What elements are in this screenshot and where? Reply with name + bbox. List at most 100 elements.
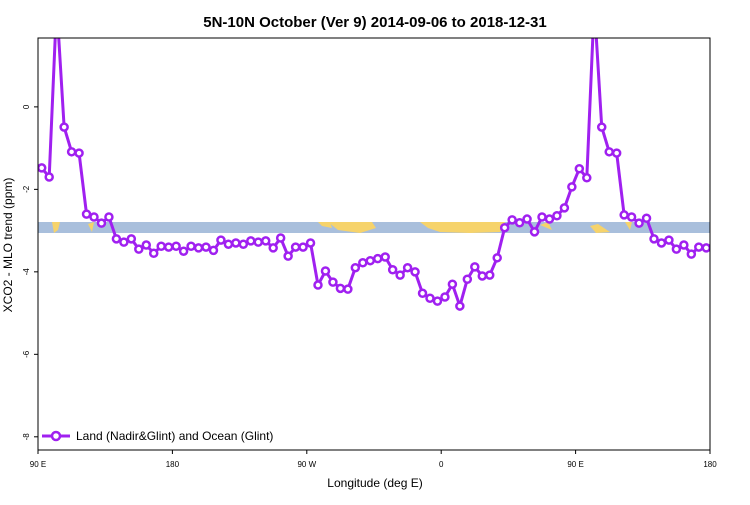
data-point [679,240,689,250]
data-point [591,0,598,7]
x-tick-label: 90 E [30,460,46,469]
data-point [686,249,697,259]
data-point [141,240,152,250]
y-tick-label: 0 [22,104,31,109]
data-point [328,277,338,287]
data-point [66,147,77,157]
data-point [567,182,577,192]
data-point [134,244,144,254]
data-point [664,235,674,245]
y-tick-label: -6 [22,350,31,358]
data-point [619,210,629,220]
data-point [395,270,405,280]
data-point [156,241,166,252]
data-point [298,242,308,252]
data-point [178,246,189,256]
x-tick-label: 0 [439,460,444,469]
data-point [694,242,704,252]
data-point [372,253,383,264]
land-ocean-strip [38,222,710,233]
y-tick-label: -2 [22,185,31,193]
data-point [358,258,368,268]
data-point [74,148,84,158]
data-point [208,245,219,256]
series [38,0,710,312]
legend-marker [50,430,62,442]
data-point [38,163,47,173]
data-point [574,163,585,174]
data-point [350,262,361,273]
data-point [126,234,137,244]
data-point [387,265,398,275]
data-point [649,234,659,244]
data-point [701,243,710,253]
data-point [96,218,107,228]
data-point [260,236,271,246]
y-axis-label: XCO2 - MLO trend (ppm) [1,178,15,313]
data-point [626,212,637,222]
data-point [559,203,570,213]
data-point [283,251,293,261]
data-point [455,301,465,311]
data-point [53,0,60,7]
data-point [402,262,413,273]
data-point [186,241,196,252]
data-point [268,243,278,253]
data-point [320,266,331,276]
data-point [89,212,99,222]
x-tick-label: 90 W [297,460,316,469]
data-point [163,242,174,252]
data-point [596,122,607,132]
data-point [552,210,562,221]
data-point [104,212,114,222]
x-tick-label: 90 E [567,460,583,469]
data-point [343,284,353,294]
data-point [216,235,226,245]
data-point [119,237,129,247]
data-point [462,274,473,285]
data-point [507,215,517,225]
data-point [604,147,614,157]
legend-label: Land (Nadir&Glint) and Ocean (Glint) [76,429,273,443]
data-point [59,122,69,132]
data-point [514,218,525,228]
y-tick-label: -4 [22,268,31,276]
data-point [447,279,458,289]
data-point [171,241,181,252]
data-point [484,270,495,280]
data-point [440,292,450,302]
data-point [44,172,54,182]
data-point [238,239,249,249]
data-point [335,283,346,294]
data-point [544,214,555,224]
data-point [425,293,435,303]
y-tick-label: -8 [22,433,31,441]
data-point [380,252,390,262]
plot-frame [37,37,711,451]
data-point [201,242,211,252]
data-point [656,238,667,248]
data-point [81,209,92,219]
data-point [305,238,316,248]
data-point [529,227,540,237]
x-axis-label: Longitude (deg E) [327,476,422,490]
data-point [231,238,241,248]
data-point [432,296,443,306]
data-point [611,148,622,158]
data-point [223,239,234,249]
data-point [499,222,510,233]
data-point [365,255,376,266]
data-point [313,280,323,290]
data-point [193,243,204,253]
x-tick-label: 180 [166,460,180,469]
x-tick-label: 180 [703,460,717,469]
data-point [470,262,480,272]
data-point [641,213,652,223]
data-point [634,218,644,228]
data-point [537,212,547,222]
data-point [671,244,682,254]
legend: Land (Nadir&Glint) and Ocean (Glint) [42,429,273,443]
data-point [410,267,420,277]
data-point [582,173,592,183]
